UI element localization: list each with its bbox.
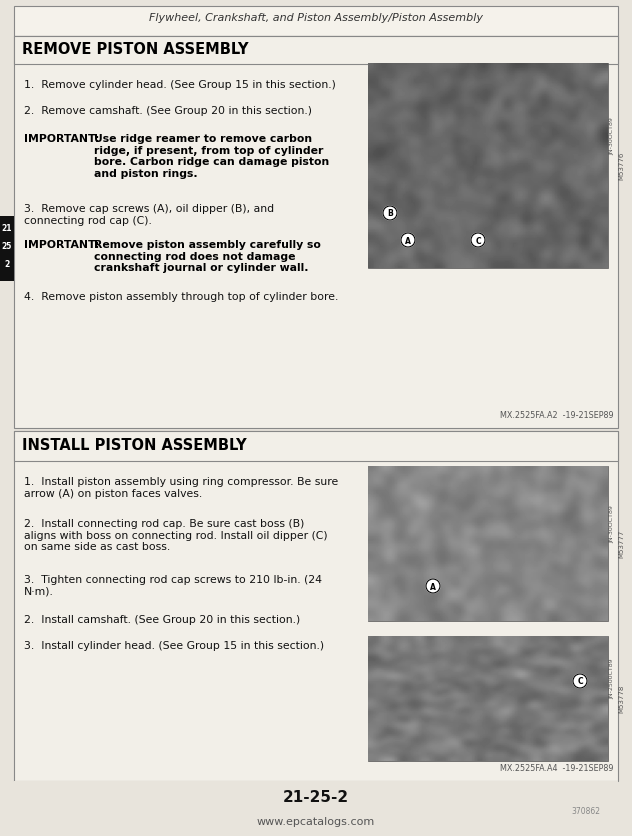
Text: INSTALL PISTON ASSEMBLY: INSTALL PISTON ASSEMBLY bbox=[22, 438, 246, 453]
Circle shape bbox=[471, 233, 485, 247]
Bar bbox=[0, 216, 14, 281]
Bar bbox=[368, 63, 608, 268]
Text: 3.  Tighten connecting rod cap screws to 210 lb-in. (24
N·m).: 3. Tighten connecting rod cap screws to … bbox=[24, 575, 322, 597]
Bar bbox=[14, 36, 618, 428]
Text: C: C bbox=[475, 237, 481, 246]
Bar bbox=[14, 431, 618, 781]
Text: Remove piston assembly carefully so
connecting rod does not damage
crankshaft jo: Remove piston assembly carefully so conn… bbox=[94, 240, 321, 273]
Text: 1.  Remove cylinder head. (See Group 15 in this section.): 1. Remove cylinder head. (See Group 15 i… bbox=[24, 80, 336, 90]
Bar bbox=[14, 431, 618, 461]
Text: 21: 21 bbox=[2, 224, 12, 233]
Bar bbox=[368, 636, 608, 761]
Text: 3.  Install cylinder head. (See Group 15 in this section.): 3. Install cylinder head. (See Group 15 … bbox=[24, 641, 324, 651]
Text: 4.  Remove piston assembly through top of cylinder bore.: 4. Remove piston assembly through top of… bbox=[24, 292, 338, 302]
Bar bbox=[14, 36, 618, 64]
Text: 2.  Remove camshaft. (See Group 20 in this section.): 2. Remove camshaft. (See Group 20 in thi… bbox=[24, 106, 312, 116]
Text: A: A bbox=[430, 583, 436, 592]
Bar bbox=[14, 781, 618, 836]
Bar bbox=[368, 466, 608, 621]
Circle shape bbox=[383, 206, 397, 220]
Text: 2.  Install camshaft. (See Group 20 in this section.): 2. Install camshaft. (See Group 20 in th… bbox=[24, 615, 300, 625]
Text: 370862: 370862 bbox=[571, 808, 600, 817]
Circle shape bbox=[401, 233, 415, 247]
Text: Flywheel, Crankshaft, and Piston Assembly/Piston Assembly: Flywheel, Crankshaft, and Piston Assembl… bbox=[149, 13, 483, 23]
Text: 25: 25 bbox=[2, 242, 12, 251]
Text: 21-25-2: 21-25-2 bbox=[283, 791, 349, 806]
Text: M53777: M53777 bbox=[618, 530, 624, 558]
Text: 2.  Install connecting rod cap. Be sure cast boss (B)
aligns with boss on connec: 2. Install connecting rod cap. Be sure c… bbox=[24, 519, 327, 553]
Text: REMOVE PISTON ASSEMBLY: REMOVE PISTON ASSEMBLY bbox=[22, 42, 248, 57]
Text: M53776: M53776 bbox=[618, 152, 624, 181]
Text: IMPORTANT:: IMPORTANT: bbox=[24, 134, 99, 144]
Text: MX.2525FA.A2  -19-21SEP89: MX.2525FA.A2 -19-21SEP89 bbox=[501, 411, 614, 420]
Text: M53778: M53778 bbox=[618, 685, 624, 713]
Text: JN-2500CT89: JN-2500CT89 bbox=[609, 659, 614, 699]
Text: www.epcatalogs.com: www.epcatalogs.com bbox=[257, 817, 375, 827]
Text: Use ridge reamer to remove carbon
ridge, if present, from top of cylinder
bore. : Use ridge reamer to remove carbon ridge,… bbox=[94, 134, 329, 179]
Text: 2: 2 bbox=[4, 260, 9, 269]
Text: C: C bbox=[577, 677, 583, 686]
Text: A: A bbox=[405, 237, 411, 246]
Text: 1.  Install piston assembly using ring compressor. Be sure
arrow (A) on piston f: 1. Install piston assembly using ring co… bbox=[24, 477, 338, 498]
Text: JN-30OCT89: JN-30OCT89 bbox=[609, 117, 614, 155]
Text: 3.  Remove cap screws (A), oil dipper (B), and
connecting rod cap (C).: 3. Remove cap screws (A), oil dipper (B)… bbox=[24, 204, 274, 226]
Circle shape bbox=[573, 674, 587, 688]
Bar bbox=[14, 6, 618, 36]
Text: B: B bbox=[387, 210, 393, 218]
Text: MX.2525FA.A4  -19-21SEP89: MX.2525FA.A4 -19-21SEP89 bbox=[501, 764, 614, 773]
Text: IMPORTANT:: IMPORTANT: bbox=[24, 240, 99, 250]
Circle shape bbox=[426, 579, 440, 593]
Text: JN-30OCT89: JN-30OCT89 bbox=[609, 505, 614, 543]
